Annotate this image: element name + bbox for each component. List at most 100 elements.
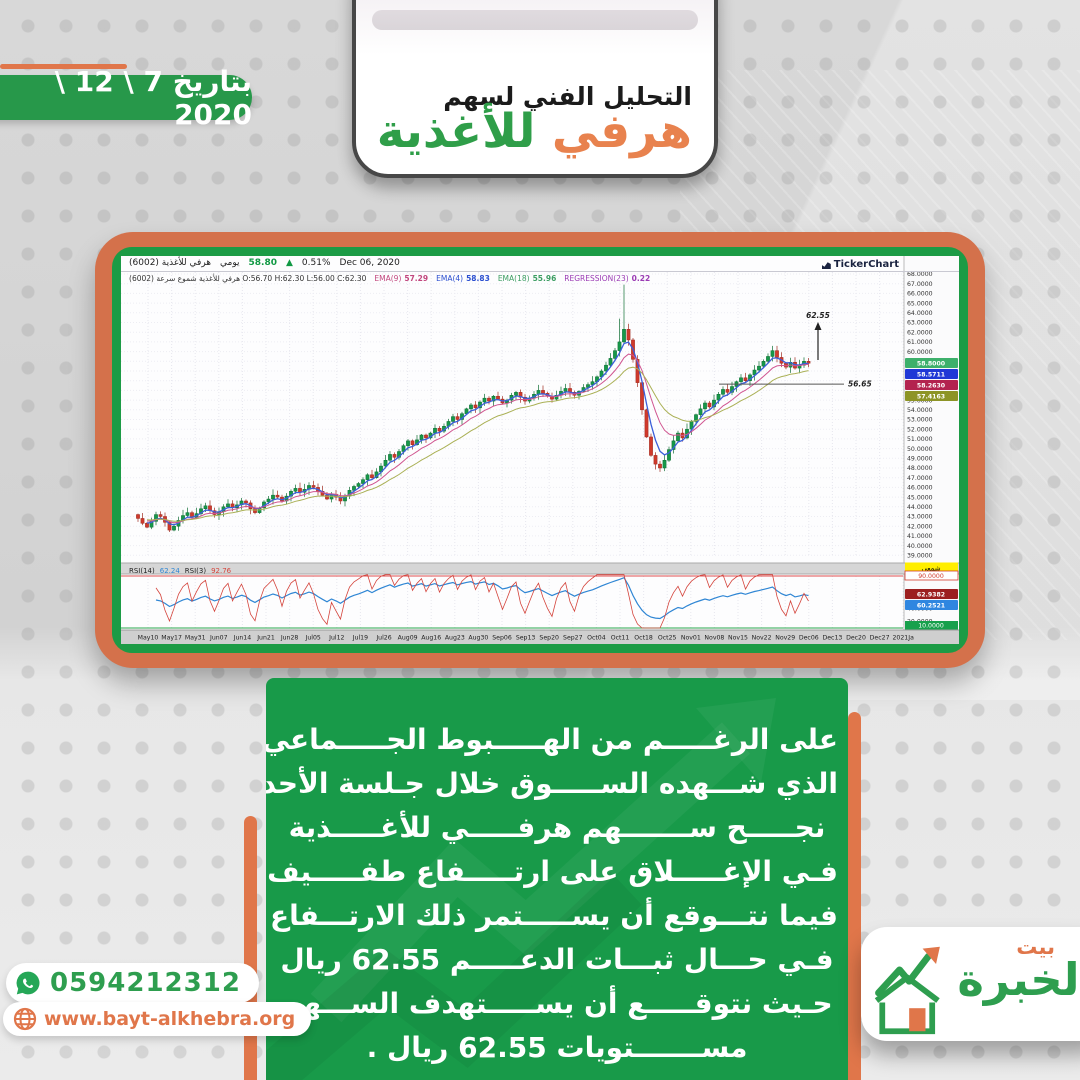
brand-logo-card: بيت الخبرة (861, 927, 1080, 1041)
chart-frame-inner: 68.0000 67.0000 66.0000 65.0000 64.0000 63.00… (112, 247, 968, 653)
svg-text:Jul26: Jul26 (375, 635, 391, 642)
svg-text:68.0000: 68.0000 (907, 271, 933, 278)
analysis-line: فـي حـــال ثبـــات الدعـــــم 62.55 ريال (280, 943, 834, 976)
chart-header-divider (121, 271, 959, 272)
svg-text:62.55: 62.55 (806, 311, 830, 320)
right-accent-strip (848, 712, 861, 1080)
svg-text:Oct25: Oct25 (658, 635, 677, 642)
analysis-line: مســـــــتويات 62.55 ريال . (366, 1031, 748, 1064)
ticker-period: يومي (220, 258, 240, 268)
svg-text:Jul12: Jul12 (328, 635, 344, 642)
svg-text:Oct11: Oct11 (611, 635, 630, 642)
svg-text:66.0000: 66.0000 (907, 291, 933, 298)
tickerchart-logo: TickerChart (821, 259, 899, 270)
analysis-line: حـيث نتوقـــــع أن يســـــتهدف الســـهم (281, 987, 833, 1020)
svg-text:58.5711: 58.5711 (917, 372, 945, 379)
svg-text:شمعي: شمعي (921, 565, 940, 573)
title-card: التحليل الفني لسهم هرفي للأغذية (352, 0, 718, 178)
svg-text:44.0000: 44.0000 (907, 504, 933, 511)
whatsapp-icon (16, 971, 40, 995)
svg-text:Sep27: Sep27 (563, 635, 583, 642)
globe-icon (13, 1007, 37, 1031)
svg-text:Sep20: Sep20 (539, 635, 559, 642)
svg-text:62.9382: 62.9382 (917, 592, 945, 599)
analysis-line: على الرغـــــم من الهـــــبوط الجـــــما… (266, 723, 838, 756)
tickerchart-label: TickerChart (833, 259, 899, 270)
svg-text:48.0000: 48.0000 (907, 465, 933, 472)
indicator-ema4: EMA(4) 58.83 (436, 274, 490, 283)
title-card-highlight (372, 10, 698, 30)
svg-text:Oct04: Oct04 (587, 635, 606, 642)
svg-text:Aug30: Aug30 (468, 635, 488, 642)
svg-text:90.0000: 90.0000 (918, 573, 944, 580)
svg-text:61.0000: 61.0000 (907, 339, 933, 346)
svg-text:63.0000: 63.0000 (907, 320, 933, 327)
svg-text:56.65: 56.65 (848, 380, 872, 389)
stock-name-word2: للأغذية (376, 104, 536, 159)
title-subtitle: التحليل الفني لسهم (443, 82, 692, 111)
svg-text:67.0000: 67.0000 (907, 281, 933, 288)
svg-text:Jun14: Jun14 (233, 635, 252, 642)
svg-text:60.0000: 60.0000 (907, 349, 933, 356)
analysis-line: فيما نتـــوقع أن يســـــتمر ذلك الارتـــ… (270, 899, 838, 932)
indicator-ema18: EMA(18) 55.96 (497, 274, 557, 283)
svg-text:54.0000: 54.0000 (907, 407, 933, 414)
tickerchart-icon (821, 262, 831, 269)
rsi14-value: 62.24 (159, 567, 180, 575)
rsi3-label: RSI(3) (184, 567, 207, 575)
logo-word-main: الخبرة (957, 953, 1080, 1006)
svg-text:58.8000: 58.8000 (917, 361, 946, 368)
date-badge-label: بتاريخ 7 \ 12 \ 2020 (54, 64, 252, 131)
svg-text:Sep13: Sep13 (516, 635, 536, 642)
svg-text:Aug23: Aug23 (445, 635, 465, 642)
price-chart: 68.0000 67.0000 66.0000 65.0000 64.0000 63.00… (121, 256, 959, 644)
logo-word-top: بيت (1016, 935, 1055, 959)
stock-title: هرفي للأغذية (377, 104, 692, 159)
svg-text:43.0000: 43.0000 (907, 514, 933, 521)
svg-text:64.0000: 64.0000 (907, 310, 933, 317)
svg-text:May10: May10 (138, 635, 159, 642)
house-arrow-icon (874, 946, 940, 1035)
svg-text:62.0000: 62.0000 (907, 329, 933, 336)
svg-text:60.2521: 60.2521 (917, 603, 945, 610)
whatsapp-pill[interactable]: 0594212312 (6, 963, 259, 1003)
svg-text:50.0000: 50.0000 (907, 446, 933, 453)
chart-header-row1: هرفي للأغذية (6002) يومي 58.80 ▲ 0.51% D… (129, 258, 400, 271)
svg-text:53.0000: 53.0000 (907, 417, 933, 424)
analysis-line: فـي الإغـــــلاق على ارتـــــفاع طفـــــ… (267, 855, 838, 888)
analysis-watermark (266, 698, 776, 1080)
indicator-regression: REGRESSION(23) 0.22 (564, 274, 651, 283)
svg-text:May17: May17 (161, 635, 182, 642)
analysis-line: نجـــــح ســـــــهم هرفـــــي للأغـــــذ… (288, 811, 826, 844)
svg-text:Jun21: Jun21 (256, 635, 275, 642)
svg-text:Aug16: Aug16 (421, 635, 441, 642)
svg-text:42.0000: 42.0000 (907, 523, 933, 530)
svg-text:49.0000: 49.0000 (907, 456, 933, 463)
svg-text:Nov29: Nov29 (775, 635, 795, 642)
svg-text:Nov08: Nov08 (704, 635, 724, 642)
svg-text:39.0000: 39.0000 (907, 553, 933, 560)
rsi3-value: 92.76 (211, 567, 232, 575)
svg-text:57.4163: 57.4163 (917, 394, 945, 401)
svg-text:Dec06: Dec06 (799, 635, 819, 642)
svg-text:Aug09: Aug09 (398, 635, 418, 642)
ticker-symbol: هرفي للأغذية (6002) (129, 258, 212, 268)
svg-text:Dec20: Dec20 (846, 635, 866, 642)
svg-text:40.0000: 40.0000 (907, 543, 933, 550)
svg-text:52.0000: 52.0000 (907, 426, 933, 433)
website-pill[interactable]: www.bayt-alkhebra.org (3, 1002, 312, 1036)
svg-text:2021Ja: 2021Ja (893, 635, 915, 642)
rsi-legend: RSI(14) 62.24 RSI(3) 92.76 (129, 567, 231, 575)
website-url: www.bayt-alkhebra.org (44, 1008, 296, 1030)
svg-text:47.0000: 47.0000 (907, 475, 933, 482)
price-up-icon: ▲ (286, 258, 293, 268)
ticker-date: Dec 06, 2020 (339, 258, 400, 268)
indicator-ema9: EMA(9) 57.29 (374, 274, 429, 283)
svg-text:Jul05: Jul05 (305, 635, 321, 642)
svg-text:Sep06: Sep06 (492, 635, 512, 642)
svg-text:Nov22: Nov22 (752, 635, 772, 642)
svg-text:46.0000: 46.0000 (907, 485, 933, 492)
svg-text:Nov15: Nov15 (728, 635, 748, 642)
svg-text:Jul19: Jul19 (352, 635, 368, 642)
